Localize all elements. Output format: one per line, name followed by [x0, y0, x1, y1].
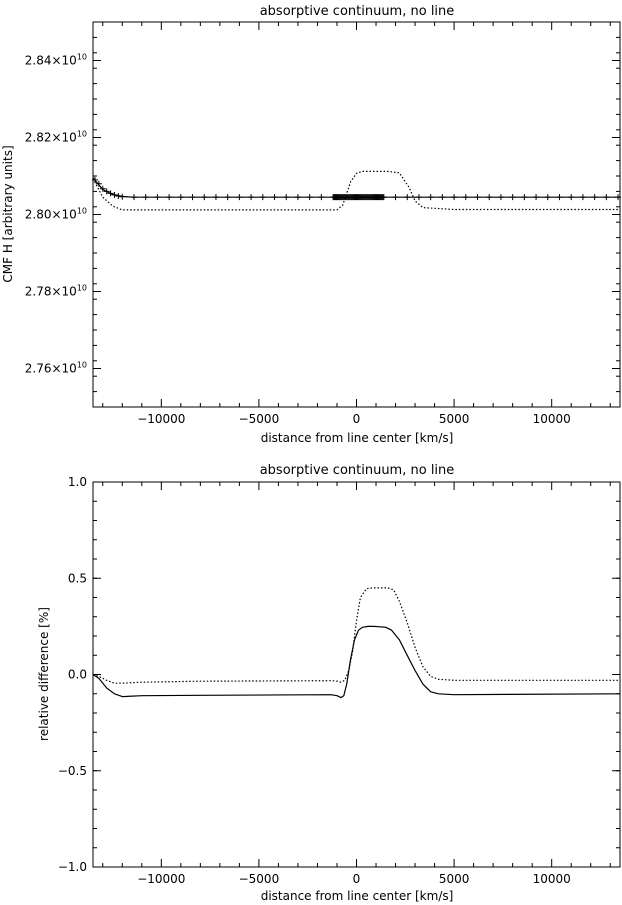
data-point-marker: [603, 194, 610, 201]
x-tick-label: −10000: [137, 412, 185, 426]
data-point-marker: [248, 194, 255, 201]
y-tick-mantissa: 2.78×10: [25, 285, 77, 299]
data-point-marker: [462, 194, 469, 201]
data-point-marker: [591, 194, 598, 201]
y-tick-label: 0.0: [68, 668, 87, 682]
y-tick-label: 1.0: [68, 475, 87, 489]
data-point-marker: [119, 193, 126, 200]
y-tick-exponent: 10: [77, 284, 87, 293]
y-tick-exponent: 10: [77, 361, 87, 370]
y-tick-mantissa: 2.76×10: [25, 362, 77, 376]
data-point-marker: [115, 193, 122, 200]
data-point-marker: [189, 194, 196, 201]
data-point-marker: [201, 194, 208, 201]
data-point-marker: [95, 180, 102, 187]
data-point-marker: [544, 194, 551, 201]
data-point-marker: [451, 194, 458, 201]
y-tick-label: 0.5: [68, 571, 87, 585]
x-tick-label: −10000: [137, 872, 185, 886]
data-point-marker: [497, 194, 504, 201]
chart-panel-top: absorptive continuum, no line distance f…: [1, 4, 622, 445]
x-tick-label: 0: [353, 412, 361, 426]
y-axis-label: relative difference [%]: [37, 607, 51, 741]
data-point-marker: [474, 194, 481, 201]
data-point-marker: [427, 194, 434, 201]
data-point-marker: [212, 194, 219, 201]
y-tick-mantissa: 2.84×10: [25, 54, 77, 68]
chart-panel-bottom: absorptive continuum, no line distance f…: [37, 463, 621, 903]
series-line-dotted: [92, 170, 620, 211]
data-point-marker: [130, 194, 137, 201]
data-point-marker: [615, 194, 622, 201]
y-tick-label: 2.84×1010: [25, 53, 87, 68]
data-point-marker: [579, 194, 586, 201]
data-point-marker: [91, 176, 98, 183]
data-point-marker: [568, 194, 575, 201]
x-tick-label: −5000: [239, 412, 280, 426]
data-point-marker: [107, 190, 114, 197]
y-tick-exponent: 10: [77, 130, 87, 139]
series-layer: [92, 587, 621, 699]
series-layer: [91, 170, 622, 211]
data-point-marker: [533, 194, 540, 201]
data-point-marker: [306, 194, 313, 201]
data-point-marker: [404, 194, 411, 201]
data-point-marker: [486, 194, 493, 201]
y-tick-label: 2.78×1010: [25, 284, 87, 299]
x-axis-label: distance from line center [km/s]: [261, 431, 454, 445]
data-point-marker: [318, 194, 325, 201]
data-point-marker: [111, 191, 118, 198]
y-tick-mantissa: 2.82×10: [25, 131, 77, 145]
data-point-marker: [509, 194, 516, 201]
x-tick-label: 5000: [439, 872, 470, 886]
data-point-marker: [271, 194, 278, 201]
x-tick-label: 10000: [533, 412, 571, 426]
chart-title: absorptive continuum, no line: [260, 463, 455, 478]
x-tick-label: 5000: [439, 412, 470, 426]
data-point-marker: [103, 188, 110, 195]
chart-title: absorptive continuum, no line: [260, 4, 455, 19]
data-point-marker: [439, 194, 446, 201]
data-point-marker: [99, 185, 106, 192]
series-line-solid: [92, 625, 621, 699]
data-point-marker: [177, 194, 184, 201]
data-point-marker: [415, 194, 422, 201]
data-point-marker: [392, 194, 399, 201]
x-axis-label: distance from line center [km/s]: [261, 889, 454, 903]
data-point-marker: [236, 194, 243, 201]
x-tick-label: −5000: [239, 872, 280, 886]
data-point-marker: [283, 194, 290, 201]
data-point-marker: [259, 194, 266, 201]
data-point-marker: [521, 194, 528, 201]
y-tick-mantissa: 2.80×10: [25, 208, 77, 222]
plot-frame: [92, 481, 621, 868]
y-tick-exponent: 10: [77, 53, 87, 62]
x-tick-label: 10000: [533, 872, 571, 886]
data-point-marker: [154, 194, 161, 201]
axis-ticks: −10000 −5000 0 5000 100002.76×10102.78×10102…: [25, 21, 620, 426]
y-tick-label: 2.80×1010: [25, 207, 87, 222]
series-markers: [91, 176, 622, 201]
y-tick-label: 2.76×1010: [25, 361, 87, 376]
data-point-marker: [294, 194, 301, 201]
x-tick-label: 0: [353, 872, 361, 886]
data-point-marker: [166, 194, 173, 201]
plot-frame: [92, 21, 621, 408]
series-line-dotted: [92, 587, 620, 684]
data-point-marker: [556, 194, 563, 201]
data-point-marker: [142, 194, 149, 201]
y-tick-label: −1.0: [58, 860, 87, 874]
data-point-marker: [380, 194, 387, 201]
y-tick-label: −0.5: [58, 764, 87, 778]
data-point-marker: [224, 194, 231, 201]
y-tick-exponent: 10: [77, 207, 87, 216]
y-tick-label: 2.82×1010: [25, 130, 87, 145]
axis-ticks: −10000 −5000 0 5000 10000 −1.0 −0.5 0.0 0.5 1.0: [58, 475, 620, 886]
y-axis-label: CMF H [arbitrary units]: [1, 145, 15, 282]
